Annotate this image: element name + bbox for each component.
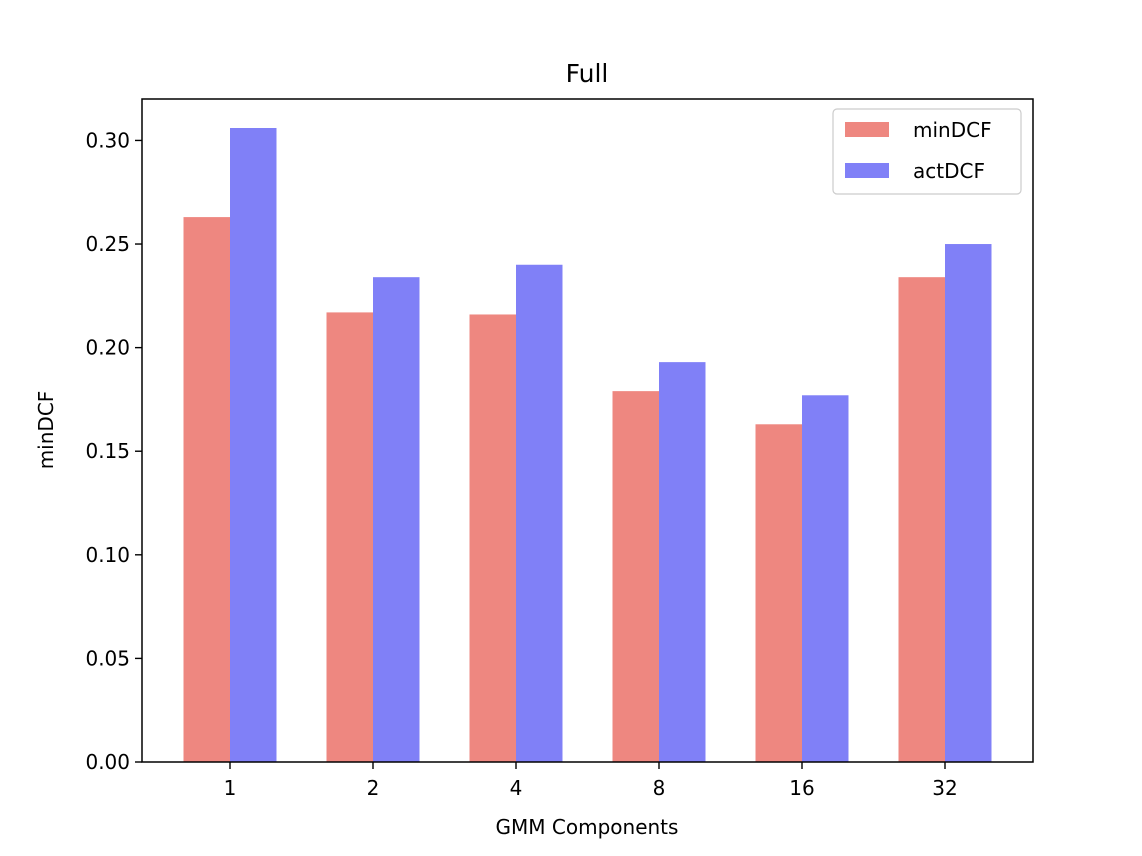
x-tick-label: 8 (653, 776, 666, 800)
y-tick-label: 0.10 (85, 543, 130, 567)
bar-actdcf-16 (802, 395, 849, 762)
legend-swatch-actdcf (845, 163, 889, 178)
bar-mindcf-32 (898, 277, 945, 762)
legend: minDCF actDCF (832, 108, 1022, 195)
x-tick-label: 32 (932, 776, 957, 800)
bar-actdcf-1 (230, 128, 277, 763)
y-tick-label: 0.00 (85, 750, 130, 774)
x-axis: 1 2 4 8 16 32 (224, 762, 958, 800)
bar-mindcf-4 (469, 314, 516, 762)
bar-mindcf-8 (612, 391, 659, 762)
y-tick-label: 0.25 (85, 232, 130, 256)
bars-group (183, 128, 992, 763)
y-tick-label: 0.20 (85, 336, 130, 360)
x-axis-label: GMM Components (496, 815, 679, 839)
plot-frame (141, 98, 1034, 763)
bar-actdcf-2 (373, 277, 420, 762)
legend-swatch-mindcf (845, 122, 889, 137)
y-tick-label: 0.15 (85, 439, 130, 463)
bar-mindcf-16 (755, 424, 802, 762)
bar-actdcf-32 (945, 244, 992, 762)
y-axis: 0.00 0.05 0.10 0.15 0.20 0.25 0.30 (85, 128, 142, 774)
chart-title: Full (566, 59, 609, 88)
bar-actdcf-8 (659, 362, 706, 762)
x-tick-label: 4 (510, 776, 523, 800)
bar-mindcf-2 (326, 312, 373, 762)
legend-label-actdcf: actDCF (913, 159, 985, 183)
bar-actdcf-4 (516, 264, 563, 762)
y-tick-label: 0.30 (85, 128, 130, 152)
x-tick-label: 2 (367, 776, 380, 800)
x-tick-label: 1 (224, 776, 237, 800)
bar-mindcf-1 (183, 217, 230, 763)
y-axis-label: minDCF (34, 391, 58, 470)
y-tick-label: 0.05 (85, 646, 130, 670)
legend-label-mindcf: minDCF (913, 118, 992, 142)
x-tick-label: 16 (789, 776, 814, 800)
